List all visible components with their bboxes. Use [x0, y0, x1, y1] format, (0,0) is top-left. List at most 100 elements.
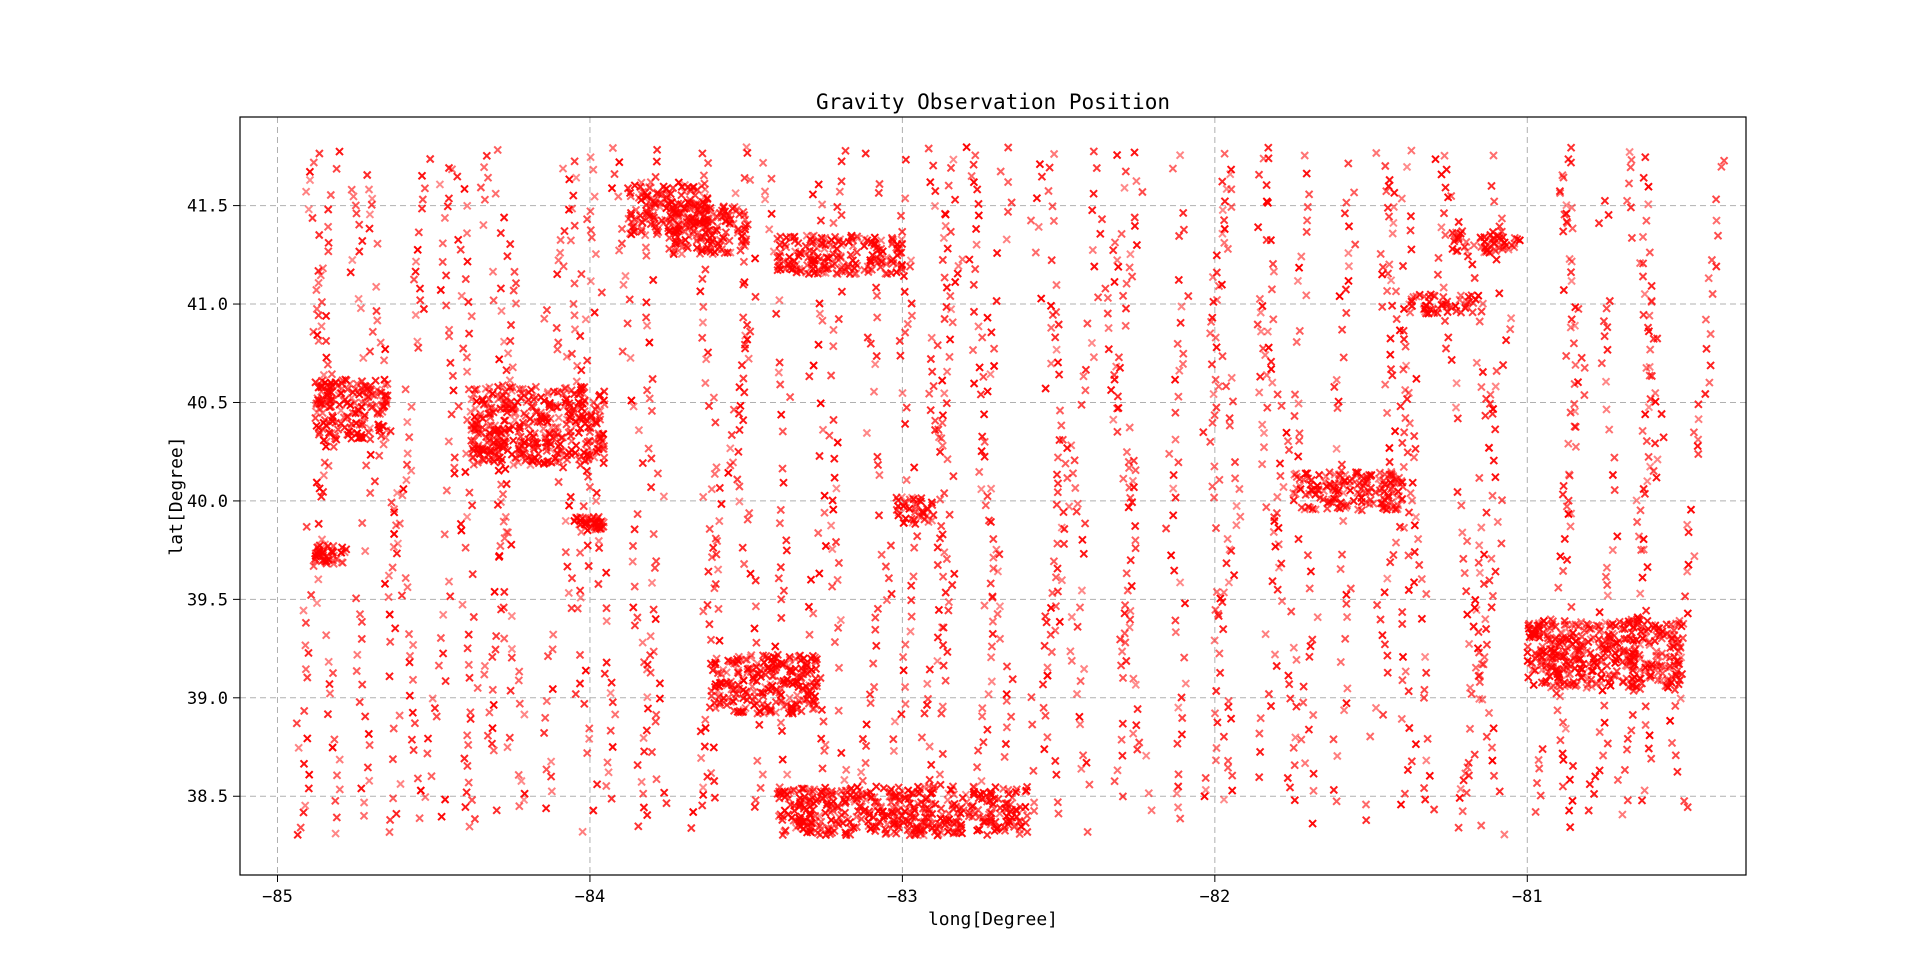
observation-point [545, 400, 554, 409]
observation-point [384, 571, 394, 580]
observation-point [781, 264, 790, 274]
observation-point [734, 684, 744, 693]
observation-point [977, 776, 986, 786]
observation-point [1602, 304, 1611, 313]
observation-point [1223, 244, 1233, 254]
observation-point [1564, 470, 1574, 479]
observation-point [457, 291, 466, 301]
observation-point [1340, 209, 1350, 218]
observation-point [1132, 240, 1142, 250]
observation-point [1468, 298, 1478, 308]
observation-point [1453, 246, 1462, 256]
observation-point [870, 238, 879, 248]
observation-point [1346, 584, 1356, 593]
observation-point [988, 617, 998, 626]
observation-point [840, 798, 850, 807]
observation-point [336, 389, 345, 398]
observation-point [542, 458, 551, 468]
observation-point [1227, 771, 1237, 780]
observation-point [807, 818, 816, 828]
observation-point [1652, 334, 1662, 343]
observation-point [653, 227, 663, 237]
observation-point [1643, 624, 1653, 634]
observation-point [1387, 504, 1396, 514]
observation-point [1133, 745, 1142, 754]
observation-point [1475, 473, 1484, 483]
observation-point [943, 827, 953, 836]
observation-point [564, 407, 573, 416]
observation-point [520, 789, 529, 798]
observation-point [419, 304, 429, 314]
observation-point [1639, 310, 1648, 320]
observation-point [594, 579, 603, 589]
observation-point [1332, 444, 1341, 454]
observation-point [1253, 222, 1263, 232]
observation-point [360, 413, 369, 423]
observation-point [834, 820, 843, 829]
observation-point [576, 385, 586, 395]
observation-point [320, 401, 329, 410]
observation-point [746, 653, 755, 662]
observation-point [861, 149, 870, 158]
observation-point [1004, 789, 1014, 799]
observation-point [317, 297, 327, 307]
observation-point [438, 257, 447, 267]
observation-point [382, 426, 391, 435]
observation-point [794, 251, 803, 261]
observation-point [531, 382, 541, 392]
observation-point [737, 360, 747, 370]
observation-point [643, 692, 652, 702]
observation-point [610, 710, 620, 719]
observation-point [1386, 334, 1395, 343]
observation-point [837, 177, 846, 186]
observation-point [1537, 678, 1547, 687]
observation-point [575, 331, 585, 341]
observation-point [905, 824, 914, 833]
observation-point [1066, 441, 1076, 450]
observation-point [710, 660, 720, 669]
observation-point [575, 650, 585, 660]
observation-point [473, 683, 482, 693]
observation-point [1352, 469, 1361, 478]
observation-point [1627, 155, 1636, 165]
observation-point [1497, 214, 1507, 223]
observation-point [1372, 600, 1382, 610]
observation-point [1467, 689, 1476, 699]
observation-point [1653, 455, 1662, 464]
observation-point [462, 788, 471, 797]
observation-point [542, 696, 552, 706]
observation-point [1452, 378, 1461, 388]
observation-point [726, 248, 735, 257]
observation-point [359, 798, 369, 807]
observation-point [938, 411, 948, 420]
observation-point [1686, 505, 1696, 514]
observation-point [638, 218, 647, 227]
observation-point [1538, 642, 1547, 651]
observation-point [941, 210, 950, 219]
observation-point [753, 709, 762, 718]
observation-point [1261, 629, 1270, 639]
observation-point [639, 733, 648, 743]
observation-point [641, 243, 651, 252]
observation-point [1584, 659, 1594, 669]
observation-point [732, 654, 742, 664]
observation-point [897, 227, 907, 237]
observation-point [713, 565, 723, 574]
observation-point [706, 247, 715, 257]
observation-point [548, 630, 558, 639]
observation-point [1622, 745, 1632, 754]
observation-point [357, 518, 367, 528]
observation-point [778, 464, 787, 473]
observation-point [1128, 476, 1138, 486]
observation-point [1041, 612, 1050, 621]
observation-point [733, 228, 743, 238]
observation-point [1122, 447, 1132, 457]
observation-point [467, 795, 477, 805]
observation-point [337, 543, 347, 552]
observation-point [507, 653, 517, 662]
observation-point [894, 511, 903, 520]
observation-point [818, 764, 827, 773]
observation-point [1399, 365, 1408, 374]
observation-point [1553, 706, 1562, 715]
observation-point [344, 427, 354, 436]
